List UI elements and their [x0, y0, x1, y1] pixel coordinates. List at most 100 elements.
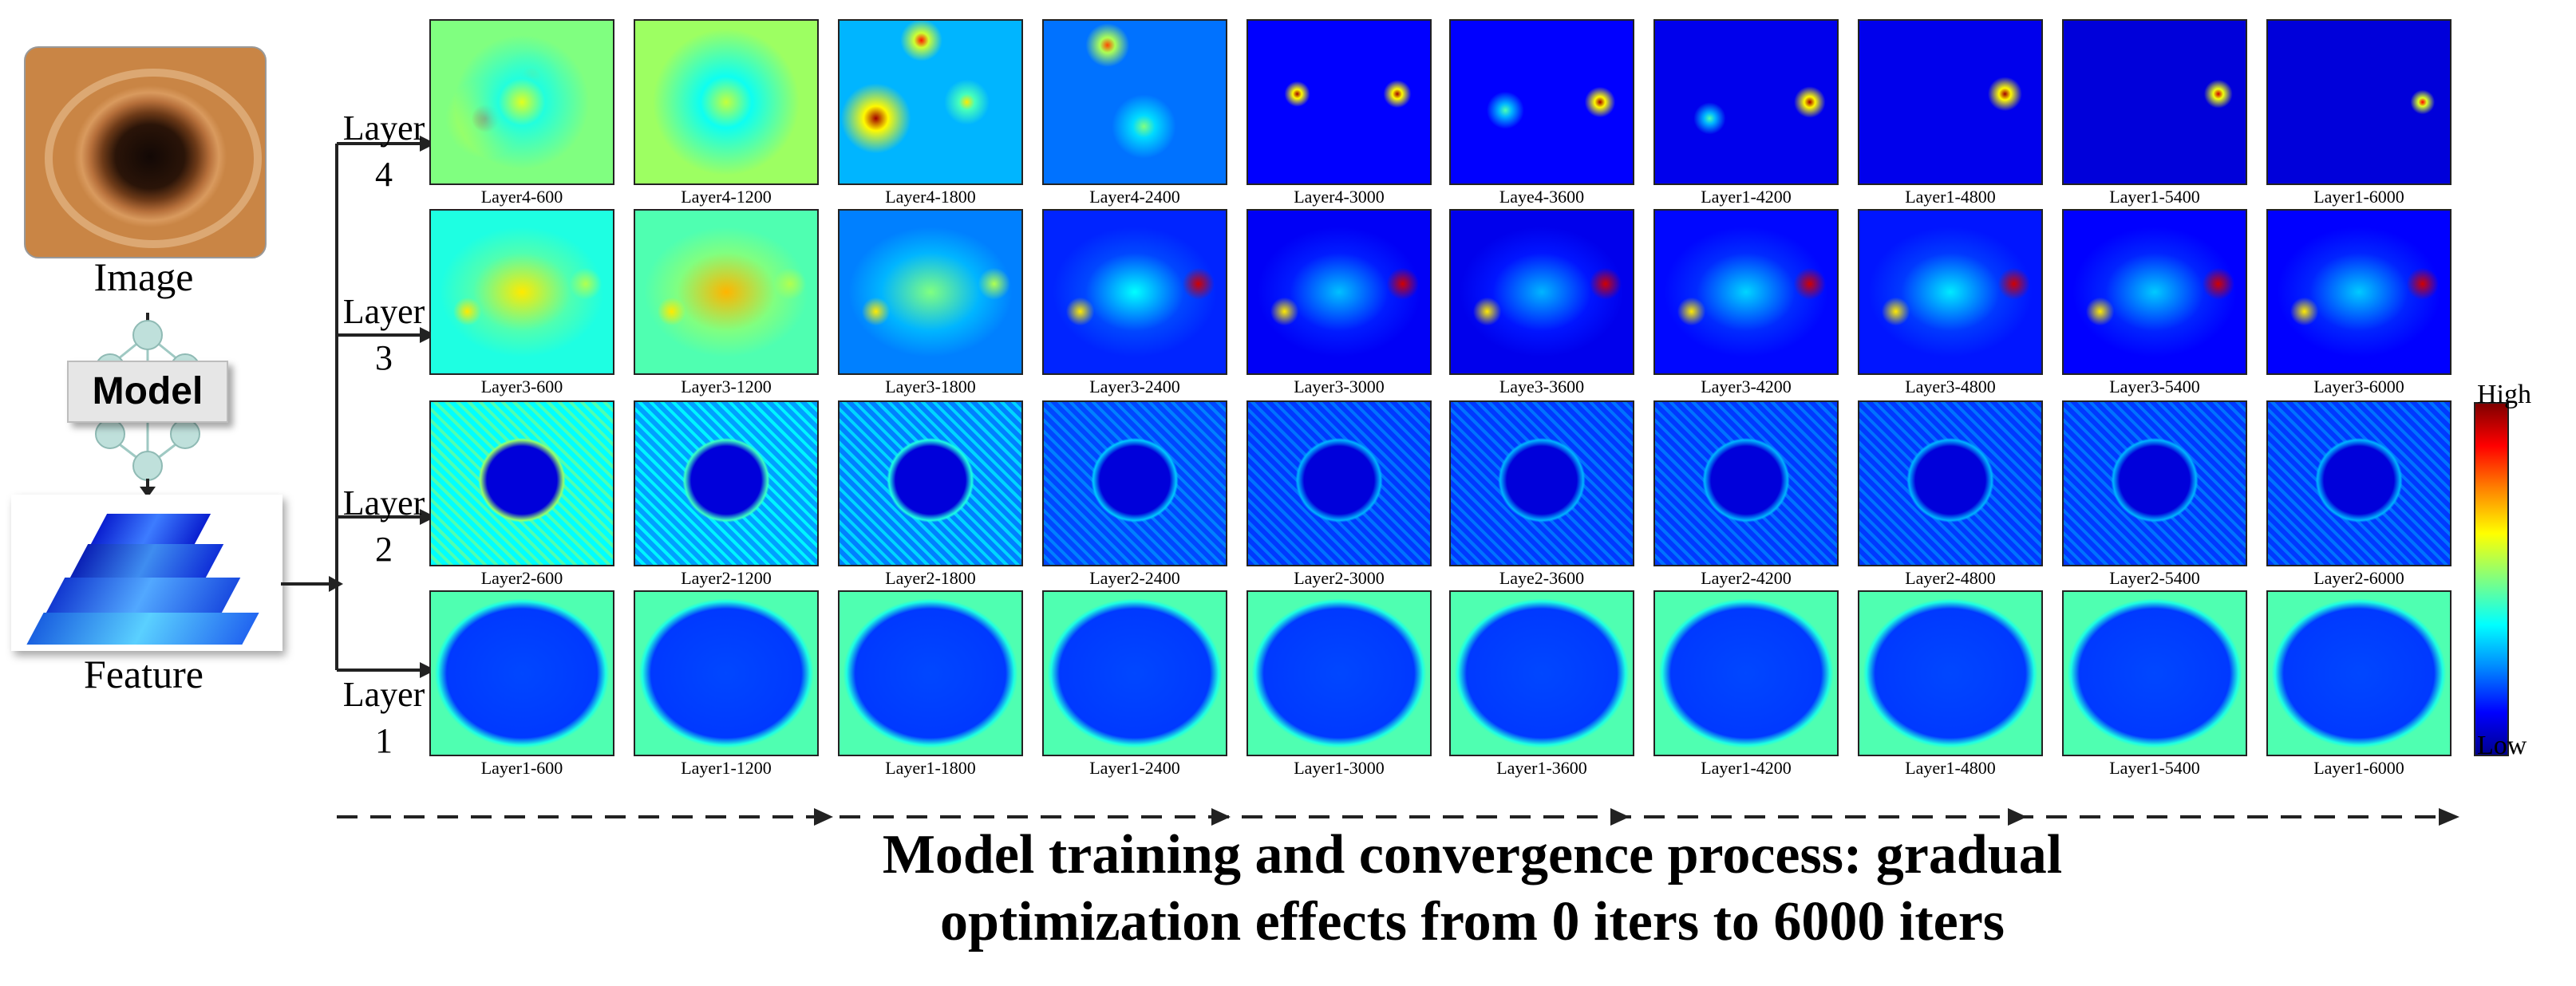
heatmap-tile — [1858, 590, 2043, 756]
tile-caption: Layer4-3000 — [1294, 187, 1385, 207]
heatmap-tile — [1653, 590, 1839, 756]
tile-caption: Layer1-600 — [480, 758, 563, 778]
colorbar-high-label: High — [2477, 380, 2531, 409]
heatmap-tile — [1042, 19, 1227, 185]
colorbar — [2474, 402, 2509, 756]
heatmap-tile — [2266, 209, 2452, 375]
tile-caption: Layer2-4200 — [1701, 568, 1792, 588]
heatmap-tile — [838, 209, 1023, 375]
tile-caption: Layer1-1800 — [885, 758, 976, 778]
tile-caption: Layer3-1200 — [681, 377, 772, 396]
row-label-number: 1 — [375, 721, 393, 760]
row-label-word: Layer — [342, 675, 425, 714]
heatmap-tile — [1042, 400, 1227, 566]
tile-caption: Layer4-2400 — [1089, 187, 1180, 207]
heatmap-tile — [1653, 19, 1839, 185]
tile-caption: Layer4-1800 — [885, 187, 976, 207]
tile-caption: Layer2-600 — [480, 568, 563, 588]
colorbar-low-label: Low — [2477, 731, 2527, 760]
tile-caption: Layer1-2400 — [1089, 758, 1180, 778]
endoscopy-image — [24, 46, 267, 258]
heatmap-tile — [429, 209, 614, 375]
heatmap-tile — [1247, 590, 1432, 756]
heatmap-tile — [429, 400, 614, 566]
caption-line-1: Model training and convergence process: … — [882, 824, 2063, 885]
row-label-word: Layer — [342, 292, 425, 331]
heatmap-tile — [838, 19, 1023, 185]
heatmap-tile — [429, 19, 614, 185]
tile-caption: Laye2-3600 — [1499, 568, 1585, 588]
tile-caption: Layer3-6000 — [2313, 377, 2404, 396]
image-label: Image — [93, 254, 194, 299]
heatmap-tile — [838, 590, 1023, 756]
heatmap-tile — [2062, 19, 2247, 185]
tile-caption: Layer2-5400 — [2109, 568, 2200, 588]
heatmap-tile — [1858, 209, 2043, 375]
heatmap-tile — [2062, 400, 2247, 566]
tile-caption: Layer3-2400 — [1089, 377, 1180, 396]
heatmap-tile — [1449, 400, 1634, 566]
tile-caption: Layer1-3000 — [1294, 758, 1385, 778]
tile-caption: Layer4-600 — [480, 187, 563, 207]
tile-caption: Layer1-4800 — [1905, 758, 1996, 778]
heatmap-tile — [1858, 400, 2043, 566]
timeline-arrow — [337, 808, 2459, 826]
heatmap-tile — [1247, 400, 1432, 566]
heatmap-tile — [1449, 209, 1634, 375]
tile-caption: Layer1-1200 — [681, 758, 772, 778]
model-box: Model — [67, 361, 228, 423]
tile-caption: Layer3-5400 — [2109, 377, 2200, 396]
tile-caption: Layer1-5400 — [2109, 187, 2200, 207]
heatmap-tile — [1653, 209, 1839, 375]
tile-caption: Layer1-6000 — [2313, 187, 2404, 207]
row-label-layer3: Layer 3 — [332, 289, 436, 381]
tile-caption: Layer2-2400 — [1089, 568, 1180, 588]
row-label-word: Layer — [342, 108, 425, 148]
row-label-word: Layer — [342, 483, 425, 523]
tile-caption: Layer1-3600 — [1496, 758, 1587, 778]
tile-caption: Layer3-1800 — [885, 377, 976, 396]
heatmap-tile — [634, 19, 819, 185]
heatmap-tile — [1858, 19, 2043, 185]
tile-caption: Layer1-4200 — [1701, 758, 1792, 778]
heatmap-tile — [2266, 590, 2452, 756]
heatmap-tile — [1247, 19, 1432, 185]
caption-line-2: optimization effects from 0 iters to 600… — [939, 891, 2005, 952]
tile-caption: Layer3-4800 — [1905, 377, 1996, 396]
tile-caption: Layer2-1800 — [885, 568, 976, 588]
tile-caption: Laye3-3600 — [1499, 377, 1585, 396]
heatmap-tile — [1449, 590, 1634, 756]
tile-caption: Layer2-3000 — [1294, 568, 1385, 588]
tile-caption: Layer1-5400 — [2109, 758, 2200, 778]
tile-caption: Layer2-6000 — [2313, 568, 2404, 588]
heatmap-tile — [634, 400, 819, 566]
heatmap-tile — [838, 400, 1023, 566]
heatmap-tile — [2266, 400, 2452, 566]
heatmap-tile — [634, 590, 819, 756]
branch-connector — [281, 136, 436, 678]
tile-caption: Laye4-3600 — [1499, 187, 1585, 207]
heatmap-tile — [634, 209, 819, 375]
row-label-layer4: Layer 4 — [332, 105, 436, 198]
heatmap-tile — [1653, 400, 1839, 566]
heatmap-tile — [1042, 590, 1227, 756]
row-label-layer1: Layer 1 — [332, 672, 436, 764]
tile-caption: Layer2-4800 — [1905, 568, 1996, 588]
heatmap-tile — [2062, 590, 2247, 756]
heatmap-tile — [2266, 19, 2452, 185]
feature-stack-image — [11, 495, 282, 651]
tile-caption: Layer2-1200 — [681, 568, 772, 588]
heatmap-tile — [1449, 19, 1634, 185]
figure-caption: Model training and convergence process: … — [0, 822, 2576, 956]
heatmap-tile — [429, 590, 614, 756]
heatmap-tile — [2062, 209, 2247, 375]
tile-caption: Layer1-6000 — [2313, 758, 2404, 778]
tile-caption: Layer4-1200 — [681, 187, 772, 207]
heatmap-tile — [1042, 209, 1227, 375]
row-label-number: 2 — [375, 530, 393, 569]
tile-caption: Layer1-4200 — [1701, 187, 1792, 207]
heatmap-tile — [1247, 209, 1432, 375]
row-label-number: 3 — [375, 338, 393, 377]
feature-label: Feature — [84, 652, 203, 696]
tile-caption: Layer1-4800 — [1905, 187, 1996, 207]
